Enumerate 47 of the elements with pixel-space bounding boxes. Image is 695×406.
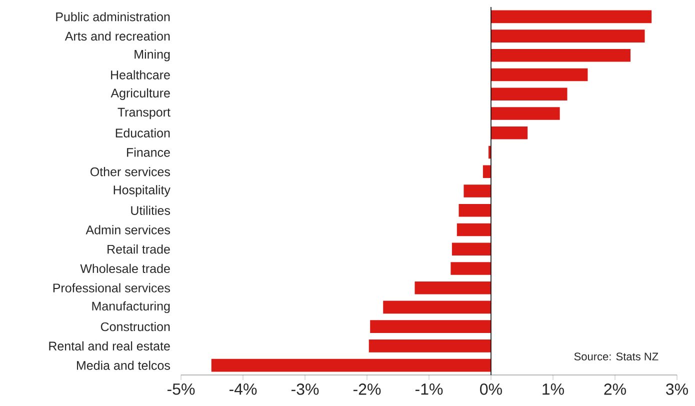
y-tick-label: Education <box>116 128 170 138</box>
x-tick-label: 3% <box>666 384 688 395</box>
bar <box>456 223 491 236</box>
y-tick-label: Professional services <box>53 283 170 292</box>
y-tick-label: Manufacturing <box>92 301 170 314</box>
y-tick-label: Utilities <box>131 206 170 215</box>
bar <box>482 165 491 178</box>
x-tick-label: 2% <box>604 384 626 395</box>
x-tick-label: -1% <box>415 384 443 395</box>
x-tick-label: -5% <box>167 384 195 395</box>
bar <box>414 281 491 294</box>
x-tick-label: 1% <box>542 384 564 395</box>
y-tick-label: Other services <box>90 167 170 176</box>
x-tick-label: -3% <box>291 384 319 395</box>
bar <box>450 262 491 275</box>
y-tick-label: Agriculture <box>110 88 170 100</box>
annotation: Source: Stats NZ <box>574 352 658 360</box>
bar <box>458 204 491 217</box>
x-tick-label: -2% <box>353 384 381 395</box>
x-tick-label: 0% <box>480 384 502 395</box>
bar <box>491 10 652 24</box>
x-tick-label: -4% <box>229 384 257 395</box>
bar <box>491 107 560 120</box>
bar <box>491 126 528 140</box>
y-tick-label: Construction <box>100 322 170 332</box>
bar <box>383 300 491 314</box>
y-tick-label: Public administration <box>56 12 170 22</box>
bar <box>491 30 645 42</box>
y-tick-label: Transport <box>118 108 170 120</box>
bar <box>491 88 568 101</box>
y-tick-label: Media and telcos <box>76 360 170 370</box>
y-tick-label: Rental and real estate <box>49 341 170 351</box>
y-tick-label: Hospitality <box>114 185 170 197</box>
bar <box>491 49 630 62</box>
bar <box>211 358 491 372</box>
bar <box>370 320 491 333</box>
y-tick-label: Arts and recreation <box>64 31 170 41</box>
bar <box>368 340 491 352</box>
y-tick-label: Wholesale trade <box>80 264 170 274</box>
y-tick-label: Healthcare <box>111 70 170 80</box>
bar <box>452 242 491 256</box>
y-tick-label: Retail trade <box>108 244 170 254</box>
bar <box>464 184 491 198</box>
y-tick-label: Mining <box>134 50 170 62</box>
y-tick-label: Admin services <box>86 225 170 234</box>
bar <box>491 68 588 82</box>
y-tick-label: Finance <box>127 148 170 157</box>
